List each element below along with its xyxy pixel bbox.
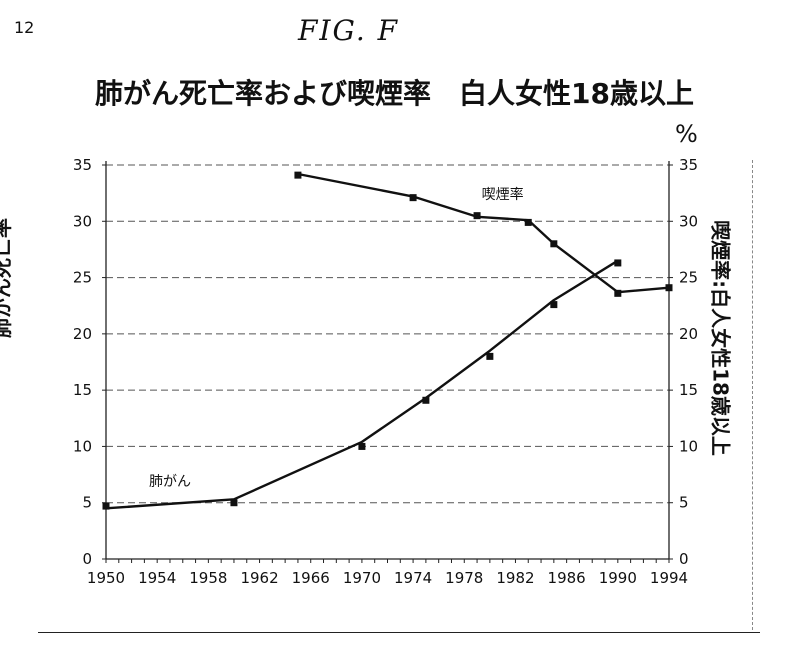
data-point-series-1	[358, 442, 366, 450]
y-tick-label-left: 5	[82, 494, 92, 512]
data-point-series-2	[409, 194, 417, 202]
x-tick-label: 1958	[189, 569, 227, 587]
x-tick-label: 1990	[599, 569, 637, 587]
x-tick-label: 1986	[548, 569, 586, 587]
y-tick-label-left: 25	[73, 269, 92, 287]
y-tick-label-right: 5	[679, 494, 689, 512]
series-annotation: 肺がん	[149, 474, 191, 490]
y-tick-label-left: 35	[73, 156, 92, 174]
y-tick-label-right: 10	[679, 437, 698, 455]
data-point-series-1	[614, 259, 622, 267]
data-point-series-1	[486, 352, 494, 360]
y-tick-label-right: 20	[679, 325, 698, 343]
x-tick-label: 1978	[445, 569, 483, 587]
x-tick-label: 1982	[496, 569, 534, 587]
y-tick-label-right: 25	[679, 269, 698, 287]
x-tick-label: 1994	[650, 569, 688, 587]
x-tick-label: 1962	[240, 569, 278, 587]
series-annotation: 喫煙率	[482, 186, 524, 203]
y-tick-label-left: 10	[73, 437, 92, 455]
x-tick-label: 1974	[394, 569, 432, 587]
figure-label: FIG. F	[298, 14, 400, 47]
scan-edge-line	[752, 160, 753, 630]
data-point-series-1	[102, 502, 110, 510]
y-tick-label-right: 30	[679, 212, 698, 230]
percent-symbol: %	[675, 120, 698, 148]
y-tick-label-left: 0	[82, 550, 92, 568]
x-tick-label: 1950	[87, 569, 125, 587]
y-tick-label-right: 0	[679, 550, 689, 568]
data-point-series-2	[524, 218, 532, 226]
data-point-series-2	[665, 284, 673, 292]
data-point-series-1	[422, 396, 430, 404]
data-point-series-1	[230, 499, 238, 507]
y-tick-label-right: 15	[679, 381, 698, 399]
x-tick-label: 1954	[138, 569, 176, 587]
data-point-series-2	[294, 171, 302, 179]
data-point-series-2	[614, 289, 622, 297]
y-tick-label-right: 35	[679, 156, 698, 174]
bottom-rule	[38, 632, 760, 633]
y-tick-label-left: 15	[73, 381, 92, 399]
data-point-series-2	[473, 212, 481, 220]
data-point-series-2	[550, 240, 558, 248]
y-tick-label-left: 30	[73, 212, 92, 230]
x-tick-label: 1970	[343, 569, 381, 587]
y-tick-label-left: 20	[73, 325, 92, 343]
page-number: 12	[14, 18, 35, 37]
data-point-series-1	[550, 301, 558, 309]
chart-title: 肺がん死亡率および喫煙率 白人女性18歳以上	[95, 77, 694, 110]
series-line-1	[105, 259, 619, 510]
x-tick-label: 1966	[292, 569, 330, 587]
